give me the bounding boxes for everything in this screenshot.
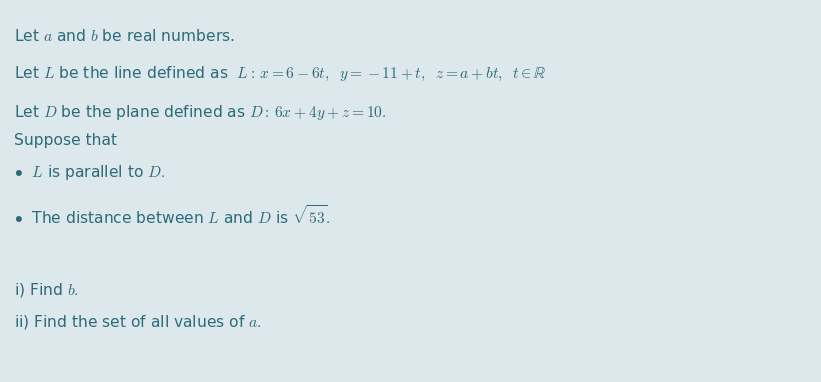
Text: Let $\mathit{L}$ be the line defined as  $\mathit{L}:\,x = 6-6t,\;\; y = -11+t,\: Let $\mathit{L}$ be the line defined as … — [14, 65, 547, 83]
Text: Let $\mathit{D}$ be the plane defined as $\mathit{D}:\,6x+4y+z=10.$: Let $\mathit{D}$ be the plane defined as… — [14, 103, 387, 122]
Text: $\bullet$  The distance between $\mathit{L}$ and $\mathit{D}$ is $\sqrt{53}.$: $\bullet$ The distance between $\mathit{… — [14, 205, 331, 228]
Text: Suppose that: Suppose that — [14, 133, 117, 148]
Text: $\bullet$  $\mathit{L}$ is parallel to $\mathit{D}.$: $\bullet$ $\mathit{L}$ is parallel to $\… — [14, 163, 165, 182]
Text: ii) Find the set of all values of $a.$: ii) Find the set of all values of $a.$ — [14, 313, 262, 331]
Text: i) Find $b.$: i) Find $b.$ — [14, 281, 79, 299]
Text: Let $a$ and $b$ be real numbers.: Let $a$ and $b$ be real numbers. — [14, 28, 235, 44]
